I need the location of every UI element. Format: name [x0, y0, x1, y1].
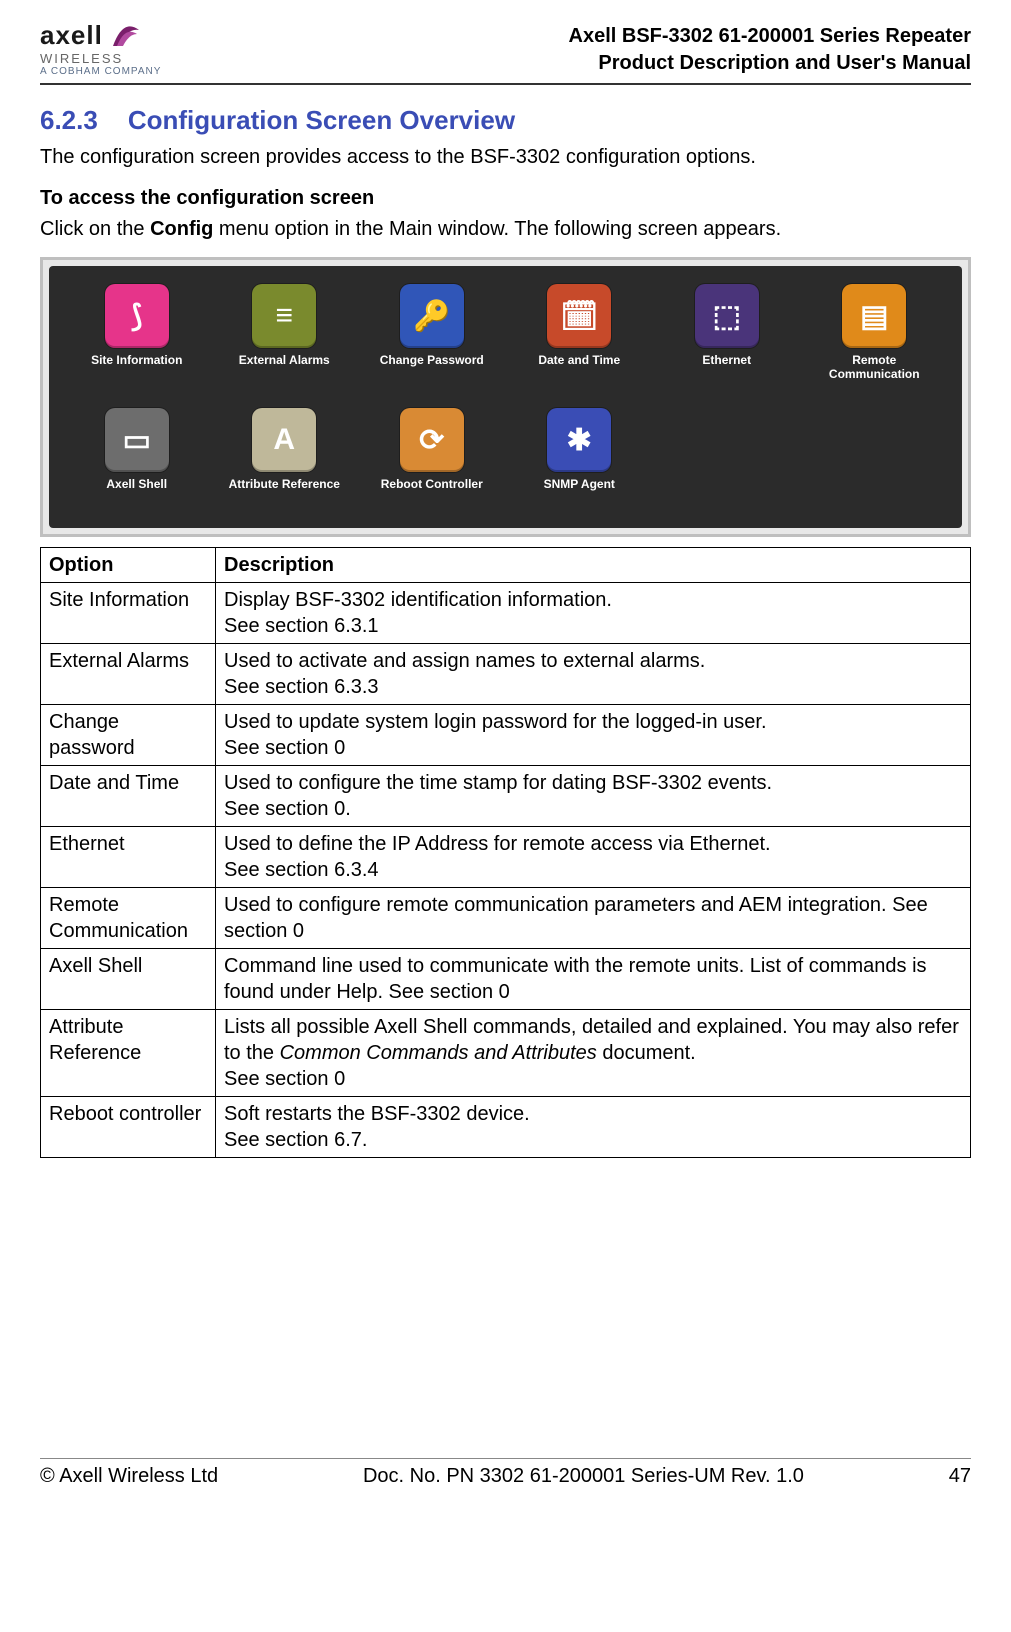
doc-title: Axell BSF-3302 61-200001 Series Repeater…: [569, 23, 971, 77]
cell-option: Attribute Reference: [41, 1010, 216, 1097]
config-tile-icon: ✱: [547, 408, 611, 472]
config-screenshot: ⟆ Site Information ≡ External Alarms 🔑 Change…: [40, 257, 971, 537]
config-tile-glyph: ▤: [860, 299, 888, 334]
config-tile-label: Axell Shell: [106, 478, 167, 506]
cell-desc: Command line used to communicate with th…: [216, 949, 971, 1010]
config-tile-label: Date and Time: [538, 354, 620, 382]
section-title: Configuration Screen Overview: [128, 105, 515, 135]
instr-bold: Config: [150, 218, 213, 240]
config-tile[interactable]: 🗓 Date and Time: [520, 284, 640, 382]
section-number: 6.2.3: [40, 105, 98, 135]
page-header: axell WIRELESS A COBHAM COMPANY Axell BS…: [40, 20, 971, 85]
cell-desc: Display BSF-3302 identification informat…: [216, 583, 971, 644]
config-tile-icon: 🔑: [400, 284, 464, 348]
table-row: Remote CommunicationUsed to configure re…: [41, 888, 971, 949]
cell-option: Ethernet: [41, 827, 216, 888]
config-tile-icon: 🗓: [547, 284, 611, 348]
th-desc: Description: [216, 548, 971, 583]
table-row: Reboot controllerSoft restarts the BSF-3…: [41, 1097, 971, 1158]
page-footer: © Axell Wireless Ltd Doc. No. PN 3302 61…: [40, 1458, 971, 1488]
config-tile-icon: ▤: [842, 284, 906, 348]
footer-center: Doc. No. PN 3302 61-200001 Series-UM Rev…: [363, 1465, 804, 1488]
section-subhead: To access the configuration screen: [40, 185, 971, 212]
config-tile-label: Ethernet: [702, 354, 751, 382]
config-tile-label: Change Password: [380, 354, 484, 382]
config-tile-icon: A: [252, 408, 316, 472]
section-intro: The configuration screen provides access…: [40, 144, 971, 171]
doc-title-line2: Product Description and User's Manual: [569, 50, 971, 77]
config-tile[interactable]: ≡ External Alarms: [225, 284, 345, 382]
config-tile-label: SNMP Agent: [544, 478, 615, 506]
config-tile-glyph: ⟆: [131, 299, 143, 334]
section-instruction: Click on the Config menu option in the M…: [40, 216, 971, 243]
table-row: Site InformationDisplay BSF-3302 identif…: [41, 583, 971, 644]
footer-left: © Axell Wireless Ltd: [40, 1465, 218, 1488]
brand-logo: axell WIRELESS A COBHAM COMPANY: [40, 20, 161, 77]
config-tile[interactable]: ▤ Remote Communication: [815, 284, 935, 382]
cell-desc: Used to configure remote communication p…: [216, 888, 971, 949]
table-row: Date and TimeUsed to configure the time …: [41, 766, 971, 827]
config-tile-glyph: ▭: [123, 423, 151, 458]
cell-option: Site Information: [41, 583, 216, 644]
footer-right: 47: [949, 1465, 971, 1488]
cell-desc: Used to update system login password for…: [216, 705, 971, 766]
config-tile-label: External Alarms: [239, 354, 330, 382]
config-tile[interactable]: A Attribute Reference: [225, 408, 345, 506]
cell-desc: Used to define the IP Address for remote…: [216, 827, 971, 888]
config-tile[interactable]: ▭ Axell Shell: [77, 408, 197, 506]
config-tile[interactable]: ⟳ Reboot Controller: [372, 408, 492, 506]
config-tile-icon: ≡: [252, 284, 316, 348]
config-tile[interactable]: 🔑 Change Password: [372, 284, 492, 382]
config-icon-grid: ⟆ Site Information ≡ External Alarms 🔑 Change…: [77, 284, 934, 506]
table-row: External AlarmsUsed to activate and assi…: [41, 644, 971, 705]
config-tile-glyph: ⬚: [713, 299, 741, 334]
cell-desc: Used to activate and assign names to ext…: [216, 644, 971, 705]
config-tile-glyph: 🗓: [560, 299, 598, 334]
table-row: Axell ShellCommand line used to communic…: [41, 949, 971, 1010]
config-tile-label: Attribute Reference: [229, 478, 340, 506]
cell-option: External Alarms: [41, 644, 216, 705]
cell-desc: Lists all possible Axell Shell commands,…: [216, 1010, 971, 1097]
config-tile-icon: ⟆: [105, 284, 169, 348]
brand-name: axell: [40, 20, 103, 51]
config-tile-label: Reboot Controller: [381, 478, 483, 506]
cell-desc: Used to configure the time stamp for dat…: [216, 766, 971, 827]
cell-option: Date and Time: [41, 766, 216, 827]
config-tile[interactable]: ⟆ Site Information: [77, 284, 197, 382]
table-header-row: Option Description: [41, 548, 971, 583]
instr-post: menu option in the Main window. The foll…: [213, 218, 781, 240]
config-screenshot-inner: ⟆ Site Information ≡ External Alarms 🔑 Change…: [49, 266, 962, 528]
config-tile[interactable]: ⬚ Ethernet: [667, 284, 787, 382]
cell-option: Reboot controller: [41, 1097, 216, 1158]
config-tile-icon: ▭: [105, 408, 169, 472]
doc-title-line1: Axell BSF-3302 61-200001 Series Repeater: [569, 23, 971, 50]
table-row: Attribute ReferenceLists all possible Ax…: [41, 1010, 971, 1097]
cell-desc: Soft restarts the BSF-3302 device.See se…: [216, 1097, 971, 1158]
section-heading: 6.2.3 Configuration Screen Overview: [40, 105, 971, 136]
config-tile[interactable]: ✱ SNMP Agent: [520, 408, 640, 506]
config-tile-icon: ⟳: [400, 408, 464, 472]
cell-option: Change password: [41, 705, 216, 766]
th-option: Option: [41, 548, 216, 583]
config-tile-icon: ⬚: [695, 284, 759, 348]
brand-swirl-icon: [109, 22, 141, 50]
config-tile-glyph: ✱: [567, 423, 592, 458]
cell-option: Axell Shell: [41, 949, 216, 1010]
config-tile-glyph: ≡: [275, 299, 293, 333]
instr-pre: Click on the: [40, 218, 150, 240]
options-table: Option Description Site InformationDispl…: [40, 547, 971, 1158]
config-tile-glyph: 🔑: [413, 299, 450, 334]
config-tile-label: Site Information: [91, 354, 182, 382]
table-row: EthernetUsed to define the IP Address fo…: [41, 827, 971, 888]
table-row: Change passwordUsed to update system log…: [41, 705, 971, 766]
config-tile-label: Remote Communication: [815, 354, 935, 382]
brand-sub: WIRELESS: [40, 51, 161, 66]
brand-sub2: A COBHAM COMPANY: [40, 66, 161, 77]
config-tile-glyph: A: [273, 423, 295, 457]
config-tile-glyph: ⟳: [419, 423, 444, 458]
cell-option: Remote Communication: [41, 888, 216, 949]
